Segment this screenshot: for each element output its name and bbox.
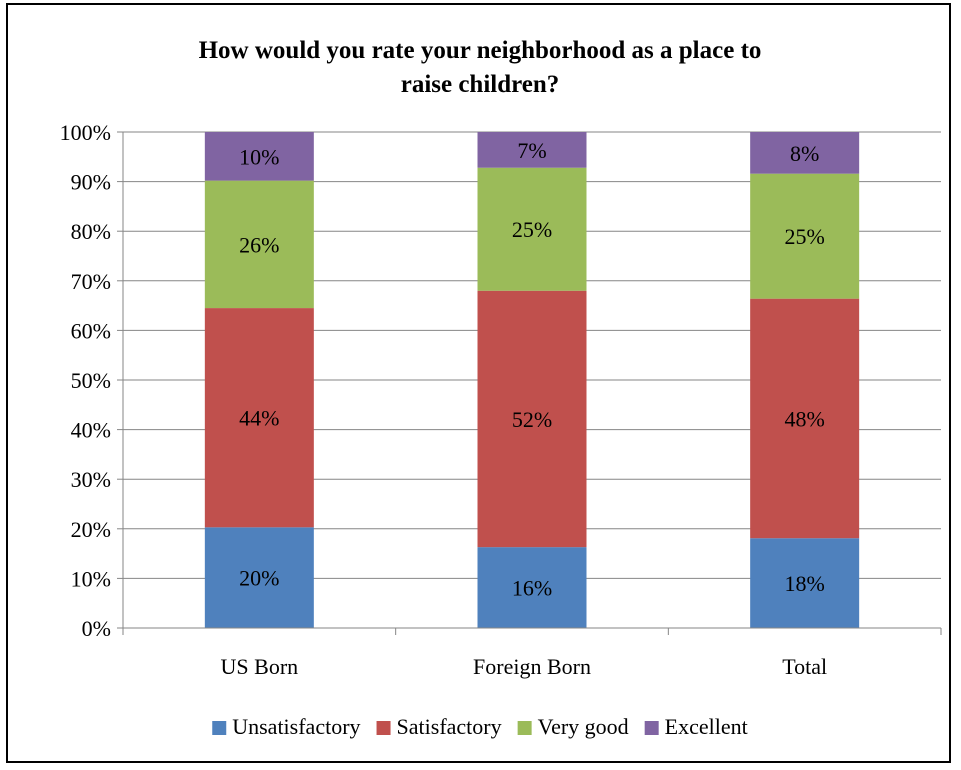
- x-tick-label: Foreign Born: [473, 654, 591, 679]
- bar-segment: [204, 180, 314, 309]
- data-label: 10%: [239, 144, 279, 169]
- bar-segment: [204, 308, 314, 528]
- bar-segment: [477, 132, 587, 168]
- legend-label: Excellent: [665, 714, 748, 739]
- data-label: 20%: [239, 566, 279, 591]
- bar-segment: [477, 547, 587, 628]
- bar-segment: [204, 132, 314, 181]
- y-tick-label: 0%: [82, 616, 111, 641]
- y-tick-label: 100%: [60, 120, 111, 145]
- x-tick-label: Total: [782, 654, 827, 679]
- bars: 20% 44% 26% 10% 16% 52% 25% 7% 18% 48% 25% 8%: [204, 132, 860, 628]
- legend-swatch: [376, 721, 391, 735]
- data-label: 8%: [790, 141, 819, 166]
- legend: Unsatisfactory Satisfactory Very good Excel…: [212, 714, 748, 739]
- data-label: 25%: [785, 224, 825, 249]
- y-tick-label: 70%: [71, 269, 111, 294]
- data-label: 7%: [517, 138, 546, 163]
- bar-segment: [477, 290, 587, 548]
- bar-segment: [204, 527, 314, 628]
- x-tick-label: US Born: [221, 654, 299, 679]
- data-label: 25%: [512, 217, 552, 242]
- data-label: 48%: [785, 406, 825, 431]
- legend-label: Satisfactory: [397, 714, 502, 739]
- y-tick-label: 50%: [71, 368, 111, 393]
- data-label: 44%: [239, 406, 279, 431]
- y-tick-label: 40%: [71, 418, 111, 443]
- legend-swatch: [212, 721, 227, 735]
- chart-title-line: How would you rate your neighborhood as …: [199, 37, 762, 64]
- data-label: 16%: [512, 576, 552, 601]
- bar-segment: [477, 167, 587, 291]
- axes: 0% 10% 20% 30% 40% 50% 60% 70% 80% 90% 100% US Born…: [60, 120, 942, 679]
- data-label: 52%: [512, 407, 552, 432]
- y-tick-label: 80%: [71, 219, 111, 244]
- bar-segment: [750, 173, 860, 299]
- y-tick-label: 10%: [71, 566, 111, 591]
- legend-swatch: [644, 721, 659, 735]
- legend-label: Very good: [538, 714, 629, 739]
- legend-swatch: [517, 721, 532, 735]
- data-label: 26%: [239, 232, 279, 257]
- chart-title-line: raise children?: [401, 71, 560, 98]
- y-tick-label: 90%: [71, 170, 111, 195]
- bar-segment: [750, 132, 860, 174]
- bar-segment: [750, 298, 860, 539]
- y-tick-label: 20%: [71, 517, 111, 542]
- data-label: 18%: [785, 571, 825, 596]
- y-tick-label: 30%: [71, 467, 111, 492]
- y-tick-label: 60%: [71, 318, 111, 343]
- legend-label: Unsatisfactory: [232, 714, 360, 739]
- chart-title: How would you rate your neighborhood as …: [199, 37, 762, 98]
- bar-segment: [750, 538, 860, 628]
